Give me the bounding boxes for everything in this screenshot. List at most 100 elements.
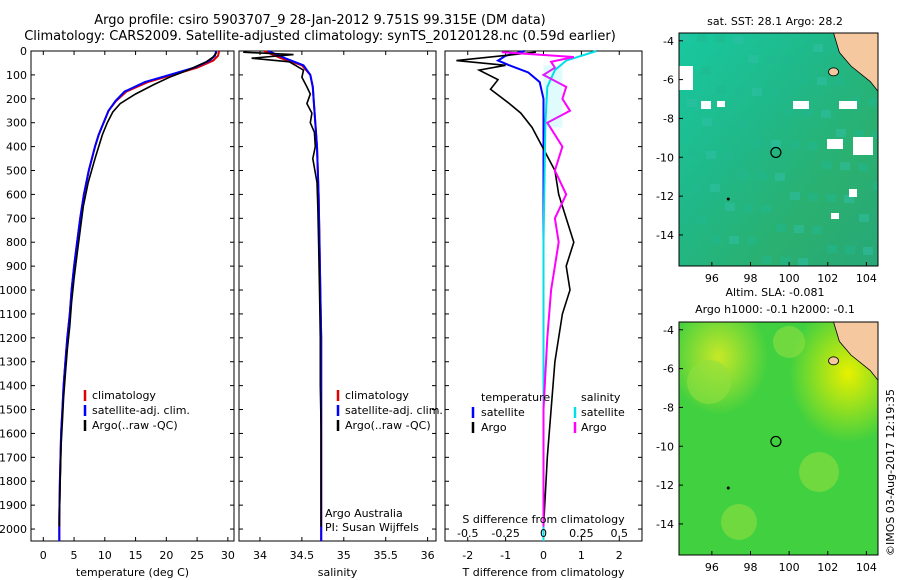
sst-cell [747, 237, 757, 245]
sst-cell [835, 78, 845, 86]
map-sst_map: 96 98 100 102 104 -4 -6 -8 -10 -12 -14 sat. SST: 28… [656, 15, 879, 285]
sst-cell [858, 163, 868, 171]
y-tick-label: -4 [663, 324, 674, 337]
sst-cell [692, 183, 702, 191]
legend-label: Argo(..raw -QC) [92, 419, 178, 432]
panel-salinity: 34 34.5 35 35.5 36 salinity climatology satelli… [238, 50, 443, 579]
x-tick-label: 98 [743, 561, 757, 574]
missing-data-patch [831, 213, 839, 219]
missing-data-patch [827, 139, 843, 149]
map-title: Argo h1000: -0.1 h2000: -0.1 [695, 303, 855, 316]
legend-label: Argo [581, 421, 607, 434]
x-axis-label: temperature (deg C) [76, 566, 189, 579]
x-axis-label: salinity [318, 566, 358, 579]
plot-frame [238, 50, 437, 542]
x-tick-label: 35.5 [373, 549, 398, 562]
map-sla_map: 96 98 100 102 104 -4 -6 -8 -10 -12 -14 Altim. SLA: … [656, 286, 879, 574]
sst-cell [822, 161, 832, 169]
panel-temperature: 0100200300400500600700800900100011001200… [0, 45, 235, 579]
y-tick-label: 1000 [0, 284, 27, 297]
x-tick-label: 100 [779, 561, 800, 574]
sst-cell [799, 76, 809, 84]
series-satellite-adj-clim- [267, 50, 323, 541]
copyright-stamp: ©IMOS 03-Aug-2017 12:19:35 [882, 360, 898, 560]
y-tick-label: 1200 [0, 332, 27, 345]
sst-cell [761, 205, 771, 213]
sst-cell [794, 225, 804, 233]
sst-cell [725, 203, 735, 211]
shaded-band [543, 65, 563, 128]
land-mass [833, 322, 878, 381]
annotation-line: PI: Susan Wijffels [325, 521, 419, 534]
x-tick-label: 5 [71, 549, 78, 562]
missing-data-patch [679, 66, 693, 90]
series-argo-raw-qc- [243, 51, 323, 527]
sst-cell [757, 172, 767, 180]
figure-title-line1: Argo profile: csiro 5903707_9 28-Jan-201… [94, 13, 546, 28]
sst-cell [789, 141, 799, 149]
legend-label: satellite-adj. clim. [345, 404, 443, 417]
sst-cell [785, 108, 795, 116]
y-tick-label: 1400 [0, 380, 27, 393]
sst-cell [715, 35, 725, 43]
x-tick-label: 34 [253, 549, 267, 562]
sst-cell [775, 173, 785, 181]
map-field [679, 33, 878, 266]
sst-cell [854, 130, 864, 138]
y-tick-label: 2000 [0, 523, 27, 536]
sst-cell [863, 247, 873, 255]
sst-cell [807, 142, 817, 150]
sst-cell [776, 224, 786, 232]
sst-cell [836, 129, 846, 137]
series-t-satellite [495, 50, 545, 541]
sst-cell [840, 162, 850, 170]
sst-cell [826, 194, 836, 202]
sst-cell [808, 193, 818, 201]
sla-blob [687, 360, 731, 404]
x-tick-label: -2 [462, 549, 473, 562]
sst-cell [688, 150, 698, 158]
series-s-argo [501, 51, 575, 527]
y-tick-label: -14 [656, 518, 674, 531]
profile-location-marker [770, 435, 782, 448]
sst-cell [845, 246, 855, 254]
y-tick-label: -4 [663, 35, 674, 48]
sst-cell [739, 171, 749, 179]
x-tick-label: 36 [421, 549, 435, 562]
legend-label: Argo [481, 421, 507, 434]
missing-data-patch [701, 101, 711, 109]
sst-cell [872, 131, 878, 139]
y-tick-label: 1500 [0, 404, 27, 417]
sst-cell [827, 245, 837, 253]
map-title: sat. SST: 28.1 Argo: 28.2 [707, 15, 843, 28]
map-frame [678, 321, 879, 556]
y-tick-label: -14 [656, 229, 674, 242]
x-tick-label: 0 [540, 549, 547, 562]
sst-cell [743, 204, 753, 212]
profile-location-marker [770, 146, 782, 159]
y-tick-label: -6 [663, 74, 674, 87]
y-tick-label: -6 [663, 363, 674, 376]
sst-cell [753, 139, 763, 147]
sst-cell [813, 44, 823, 52]
y-tick-label: -12 [656, 479, 674, 492]
sla-blob [721, 504, 757, 540]
sst-cell [873, 182, 878, 190]
y-tick-label: 600 [6, 188, 27, 201]
sst-cell [706, 151, 716, 159]
sst-cell [729, 236, 739, 244]
y-tick-label: 1700 [0, 451, 27, 464]
land-mass [833, 33, 878, 92]
series-argo-raw-qc- [58, 51, 218, 527]
sla-blob [799, 452, 839, 492]
map-frame [678, 32, 879, 267]
plot-frame [30, 50, 235, 542]
series-t-argo [456, 51, 575, 527]
y-tick-label: -10 [656, 440, 674, 453]
y-tick-label: 1600 [0, 427, 27, 440]
legend-title: temperature [481, 391, 550, 404]
sst-cell [734, 87, 744, 95]
sst-cell [784, 57, 794, 65]
sla-high [679, 322, 878, 555]
